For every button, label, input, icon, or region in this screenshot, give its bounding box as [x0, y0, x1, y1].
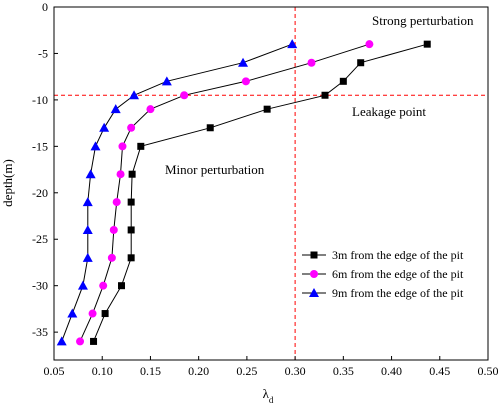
x-tick-label: 0.05 [44, 364, 65, 378]
data-point-series-3 [129, 90, 140, 100]
legend-marker-1 [310, 251, 318, 259]
data-point-series-3 [90, 141, 101, 151]
data-point-series-3 [82, 224, 93, 234]
data-point-series-2 [76, 337, 85, 346]
data-point-series-1 [127, 254, 135, 262]
y-axis-title: depth(m) [0, 159, 15, 207]
series-line-3 [61, 43, 293, 342]
data-point-series-3 [99, 122, 110, 132]
legend-marker-2 [310, 270, 318, 278]
data-point-series-3 [67, 308, 78, 318]
y-tick-label: -35 [32, 325, 48, 339]
data-point-series-2 [88, 309, 97, 318]
data-point-series-1 [127, 198, 135, 206]
data-point-series-3 [85, 169, 96, 179]
legend: 3m from the edge of the pit 6m from the e… [302, 248, 464, 300]
y-tick-label: -30 [32, 279, 48, 293]
x-tick-label: 0.10 [92, 364, 113, 378]
data-point-series-2 [241, 77, 250, 86]
data-point-series-3 [161, 76, 172, 86]
plot-frame [53, 6, 489, 361]
x-axis-title-main: λ [263, 386, 270, 401]
data-point-series-3 [110, 104, 121, 114]
data-point-series-3 [238, 57, 249, 67]
data-point-series-2 [99, 281, 108, 290]
x-axis-title-sub: d [269, 395, 274, 405]
data-point-series-1 [263, 105, 271, 113]
data-point-series-1 [118, 282, 126, 290]
data-point-series-3 [77, 280, 88, 290]
x-tick-label: 0.45 [429, 364, 450, 378]
data-point-series-1 [127, 226, 135, 234]
x-axis-title: λd [263, 386, 274, 405]
data-point-series-2 [146, 105, 155, 114]
data-point-series-2 [127, 123, 136, 132]
data-point-series-1 [137, 142, 145, 150]
y-tick-label: -10 [32, 93, 48, 107]
data-point-series-1 [206, 124, 214, 132]
data-point-series-3 [56, 336, 67, 346]
x-tick-label: 0.40 [381, 364, 402, 378]
legend-label-2: 6m from the edge of the pit [332, 267, 464, 281]
y-tick-label: -20 [32, 186, 48, 200]
data-point-series-1 [90, 337, 98, 345]
data-point-series-2 [365, 40, 374, 49]
legend-label-1: 3m from the edge of the pit [332, 248, 464, 262]
annotation-leakage-point: Leakage point [352, 104, 426, 119]
y-tick-label: -15 [32, 139, 48, 153]
y-tick-label: -5 [38, 46, 48, 60]
x-tick-label: 0.20 [188, 364, 209, 378]
data-point-series-2 [112, 198, 121, 207]
data-point-series-3 [287, 39, 298, 49]
legend-marker-3 [309, 288, 319, 297]
data-point-series-3 [82, 197, 93, 207]
y-tick-label: -25 [32, 232, 48, 246]
data-point-series-2 [307, 58, 316, 67]
data-point-series-2 [180, 91, 189, 100]
data-point-series-1 [357, 59, 365, 67]
data-point-series-2 [118, 142, 127, 151]
x-tick-label: 0.50 [478, 364, 498, 378]
y-tick-label: 0 [42, 0, 48, 14]
data-point-series-1 [321, 91, 329, 99]
data-point-series-1 [339, 77, 347, 85]
data-point-series-2 [109, 225, 118, 234]
data-point-series-1 [101, 310, 109, 318]
data-point-series-2 [107, 253, 116, 262]
data-point-series-3 [82, 252, 93, 262]
annotation-strong-perturbation: Strong perturbation [372, 13, 474, 28]
x-tick-label: 0.15 [140, 364, 161, 378]
x-tick-label: 0.35 [333, 364, 354, 378]
data-point-series-1 [423, 40, 431, 48]
x-tick-label: 0.30 [285, 364, 306, 378]
data-point-series-1 [128, 170, 136, 178]
annotation-minor-perturbation: Minor perturbation [165, 162, 265, 177]
x-tick-label: 0.25 [236, 364, 257, 378]
legend-label-3: 9m from the edge of the pit [332, 286, 464, 300]
data-point-series-2 [116, 170, 125, 179]
series-line-2 [79, 43, 370, 342]
